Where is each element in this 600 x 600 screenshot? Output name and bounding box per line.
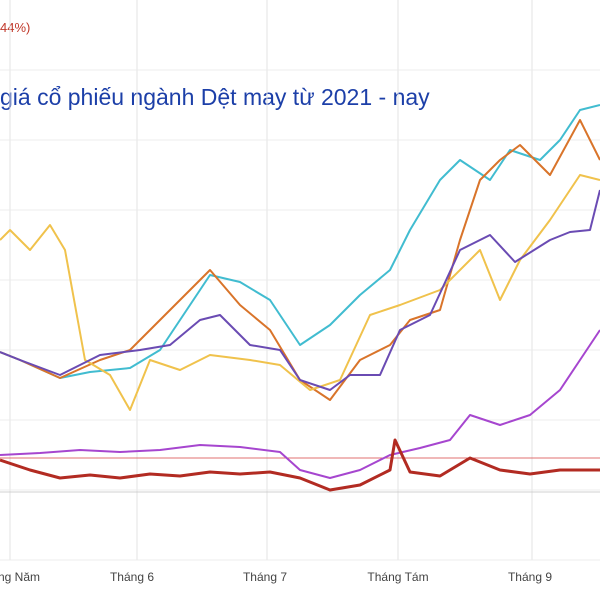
x-axis: ng Năm Tháng 6 Tháng 7 Tháng Tám Tháng 9 bbox=[0, 570, 552, 584]
series-line-1 bbox=[0, 119, 600, 401]
grid bbox=[0, 0, 600, 561]
x-tick-label-4: Tháng 9 bbox=[508, 570, 552, 584]
x-tick-label-0: ng Năm bbox=[0, 570, 40, 584]
x-tick-label-2: Tháng 7 bbox=[243, 570, 287, 584]
corner-label: 44%) bbox=[0, 20, 31, 35]
series-group bbox=[0, 104, 600, 492]
series-line-2 bbox=[0, 174, 600, 411]
x-tick-label-1: Tháng 6 bbox=[110, 570, 154, 584]
series-line-3 bbox=[0, 189, 600, 391]
series-line-5 bbox=[0, 438, 600, 492]
chart-title: giá cổ phiếu ngành Dệt may từ 2021 - nay bbox=[0, 84, 430, 110]
series-line-4 bbox=[0, 329, 600, 479]
series-line-0 bbox=[0, 104, 600, 379]
x-tick-label-3: Tháng Tám bbox=[367, 570, 428, 584]
